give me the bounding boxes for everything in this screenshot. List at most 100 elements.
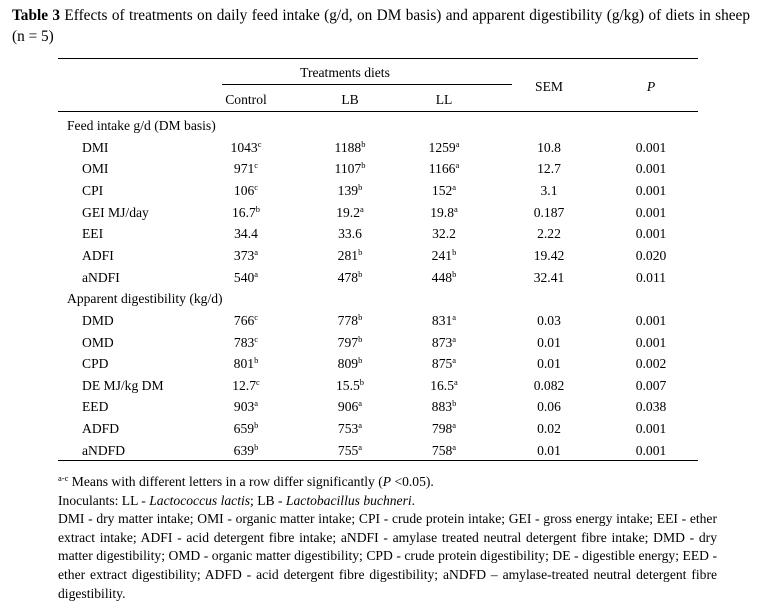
table-cell: 639b [233,441,259,458]
sem-cell: 0.01 [537,442,561,458]
significance-letter: b [254,420,259,431]
section-title: Feed intake g/d (DM basis) [67,118,216,133]
p-value-cell: 0.001 [635,421,667,437]
significance-note: a-c Means with different letters in a ro… [58,473,717,492]
significance-letter: c [257,138,262,149]
column-header-p: P [646,79,656,94]
p-value-cell: 0.038 [635,399,667,415]
column-header-ll: LL [435,92,453,107]
significance-letter: b [359,376,365,387]
significance-letter: c [254,311,259,322]
significance-letter: c [254,333,259,344]
significance-letter: b [358,181,363,192]
table-caption: Table 3 Effects of treatments on daily f… [12,5,750,47]
table-cell: 139b [337,181,363,198]
row-label: OMI [82,161,109,177]
table-cell: 478b [337,268,363,285]
sem-cell: 0.06 [537,399,561,415]
significance-letter: a [455,138,460,149]
p-value-cell: 0.001 [635,204,667,220]
table-cell: 1107b [334,160,366,177]
section-title: Apparent digestibility (kg/d) [67,291,223,307]
row-label: CPI [82,182,104,198]
row-label: DMI [82,139,109,155]
significance-text: Means with different letters in a row di… [71,474,383,489]
significance-letter: b [254,441,259,452]
table-cell: 1188b [334,138,366,155]
significance-letter: a [254,398,259,409]
lb-label: ; LB - [250,492,286,508]
table-cell: 241b [431,246,457,263]
p-value-cell: 0.001 [635,139,667,155]
table-cell: 783c [233,333,259,350]
significance-letter: a [254,268,259,279]
significance-letter: b [358,333,363,344]
table-cell: 801b [233,355,259,372]
table-notes: a-c Means with different letters in a ro… [58,473,717,603]
significance-letter: a [360,203,364,214]
table-cell: 831a [431,311,457,328]
inoculants-label: Inoculants: LL - [58,492,150,508]
sem-cell: 0.01 [537,356,561,372]
significance-letter: b [452,268,457,279]
table-cell: 873a [431,333,457,350]
significance-letter: c [256,376,260,387]
table-cell: 15.5b [335,376,365,393]
p-value-cell: 0.001 [635,182,667,198]
significance-letter: b [358,246,363,257]
significance-threshold: <0.05). [391,474,434,489]
group-header: Treatments diets [300,65,390,80]
row-label: CPD [82,356,109,372]
sem-cell: 19.42 [533,247,565,263]
row-label: DE MJ/kg DM [82,377,164,393]
group-header-rule [222,84,512,85]
ll-species-name: Lactococcus lactis [149,492,251,508]
p-value-cell: 0.001 [635,442,667,458]
significance-letter: a [452,333,457,344]
p-symbol: P [382,474,392,489]
significance-letter: a [358,398,363,409]
sem-cell: 0.01 [537,334,561,350]
significance-letter: a [452,420,457,431]
sem-cell: 32.41 [533,269,565,285]
significance-letter: b [361,138,366,149]
table-cell: 34.4 [234,226,258,242]
column-header-control: Control [225,92,267,107]
significance-letter: b [452,398,457,409]
significance-letter: a [455,160,460,171]
row-label: OMD [82,334,114,350]
row-label: ADFI [82,247,114,263]
table-cell: 758a [431,441,457,458]
table-cell: 766c [233,311,259,328]
table-cell: 971c [233,160,259,177]
significance-letter: a [452,441,457,452]
sem-cell: 0.082 [533,377,565,393]
table-cell: 19.8a [430,203,458,220]
significance-letter: b [255,203,261,214]
significance-letter: b [358,268,363,279]
table-cell: 753a [337,420,363,437]
table-cell: 755a [337,441,363,458]
p-value-cell: 0.007 [635,377,667,393]
sem-cell: 12.7 [537,161,561,177]
sem-cell: 0.02 [537,421,561,437]
table-cell: 875a [431,355,457,372]
table-cell: 19.2a [336,203,364,220]
table-cell: 1043c [230,138,262,155]
p-value-cell: 0.020 [635,247,667,263]
table-cell: 906a [337,398,363,415]
abbreviations-note: DMI - dry matter intake; OMI - organic m… [58,511,717,601]
data-table: Treatments diets Control LB LL SEM P Feed inta… [58,58,698,461]
significance-letter: c [254,181,259,192]
significance-letter: a [452,311,457,322]
p-value-cell: 0.001 [635,334,667,350]
table-cell: 540a [233,268,259,285]
significance-letter: a [452,181,457,192]
significance-letter: a [254,246,259,257]
significance-letter: b [358,355,363,366]
table-cell: 1166a [428,160,460,177]
table-title: Effects of treatments on daily feed inta… [12,7,751,45]
significance-letter: c [254,160,259,171]
significance-letter: a [358,420,363,431]
top-rule [58,58,698,59]
